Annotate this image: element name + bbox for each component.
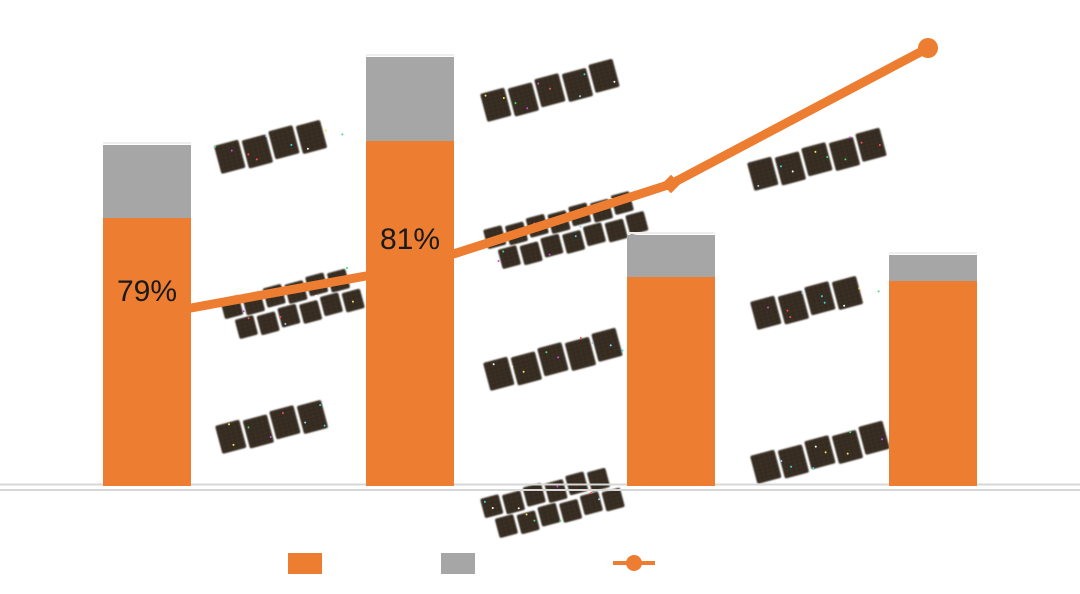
bar-gray-segment: [889, 255, 977, 281]
legend-gray-series: [441, 552, 481, 574]
trend-line-marker: [661, 174, 681, 194]
legend-orange-series: [288, 552, 328, 574]
axis-line-upper: [0, 483, 1080, 486]
bar-cap-line: [889, 252, 977, 254]
trend-line: [142, 43, 933, 321]
bar-orange-segment: [627, 277, 715, 486]
bar-gray-segment: [627, 235, 715, 277]
legend-swatch-icon: [441, 552, 475, 574]
axis-line-lower: [0, 489, 1080, 491]
legend-swatch-icon: [288, 552, 322, 574]
bar-cap-line: [627, 232, 715, 234]
legend-line-marker-icon: [613, 552, 655, 574]
trend-line-end-marker: [918, 38, 938, 58]
bar-data-label: 81%: [379, 223, 441, 256]
bar-gray-segment: [103, 145, 191, 218]
bar-gray-segment: [366, 57, 454, 141]
bar-data-label: 79%: [116, 275, 178, 308]
legend-line-series: [613, 552, 661, 574]
bar-orange-segment: [103, 218, 191, 486]
bar-cap-line: [103, 142, 191, 144]
bar-orange-segment: [889, 281, 977, 486]
bar-cap-line: [366, 54, 454, 56]
bar-orange-segment: [366, 141, 454, 486]
